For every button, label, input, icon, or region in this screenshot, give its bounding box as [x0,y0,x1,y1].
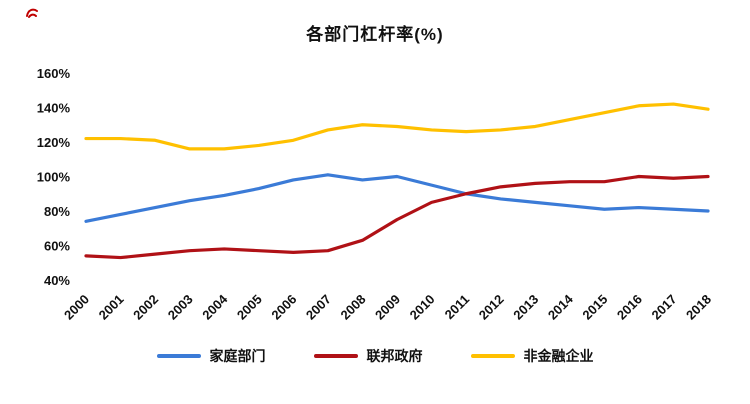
x-tick-label: 2017 [649,292,680,323]
legend-item-nonfinancial-corporate: 非金融企业 [470,346,594,366]
legend-swatch [470,354,515,358]
corner-logo-fragment-icon [26,8,38,18]
y-tick-label: 160% [37,66,71,81]
x-tick-label: 2002 [130,292,161,323]
x-tick-label: 2008 [338,292,369,323]
x-tick-label: 2010 [407,292,438,323]
y-tick-label: 120% [37,135,71,150]
y-tick-label: 140% [37,101,71,116]
series-line-0 [84,173,710,223]
x-tick-label: 2018 [683,292,714,323]
x-tick-label: 2011 [442,292,473,323]
y-tick-label: 40% [44,273,70,288]
series-line-1 [84,174,710,260]
x-tick-label: 2015 [579,292,610,323]
x-tick-label: 2000 [61,292,92,323]
x-tick-label: 2009 [372,292,403,323]
x-tick-label: 2001 [96,292,127,323]
x-tick-label: 2005 [234,292,265,323]
legend-swatch [313,354,358,358]
legend-label: 非金融企业 [523,348,594,364]
legend-label: 联邦政府 [366,348,423,364]
x-tick-label: 2014 [545,291,577,323]
chart-title: 各部门杠杆率(%) [306,25,444,44]
x-tick-label: 2007 [303,292,334,323]
legend-label: 家庭部门 [209,348,266,364]
line-chart: 40%60%80%100%120%140%160%2000 2001 2002 200… [37,66,714,323]
x-tick-label: 2003 [165,292,196,323]
legend-item-federal-government: 联邦政府 [313,346,423,366]
legend-item-household: 家庭部门 [156,346,266,366]
x-tick-label: 2012 [476,292,507,323]
legend-swatch [156,354,201,358]
y-tick-label: 100% [37,170,71,185]
x-tick-label: 2013 [510,292,541,323]
y-tick-label: 60% [44,239,70,254]
x-tick-label: 2016 [614,292,645,323]
legend: 家庭部门 联邦政府 非金融企业 [0,346,750,366]
corner-logo-fragment [24,5,40,26]
x-tick-label: 2004 [199,291,231,323]
x-tick-label: 2006 [268,292,299,323]
y-tick-label: 80% [44,204,70,219]
series-line-2 [84,102,710,151]
